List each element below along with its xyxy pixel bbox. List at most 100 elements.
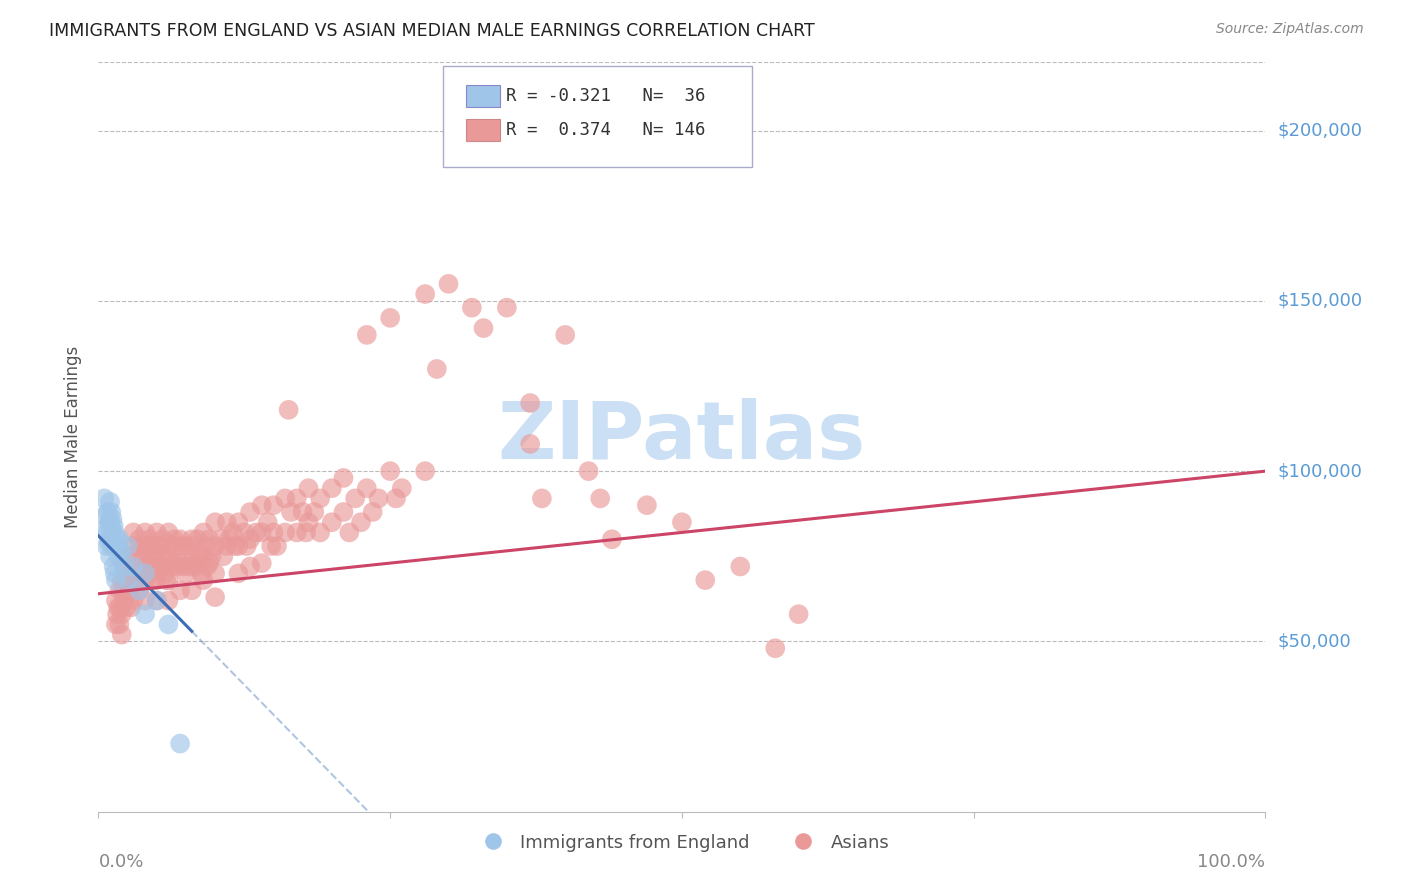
Point bbox=[148, 539, 170, 553]
Point bbox=[122, 566, 145, 581]
Point bbox=[309, 525, 332, 540]
Point bbox=[128, 583, 150, 598]
Point bbox=[461, 301, 484, 315]
Point bbox=[337, 525, 360, 540]
Point bbox=[152, 559, 174, 574]
Point bbox=[128, 583, 150, 598]
Point bbox=[321, 481, 343, 495]
Point bbox=[195, 559, 218, 574]
Point bbox=[108, 533, 131, 547]
Point bbox=[367, 491, 389, 506]
Point bbox=[105, 607, 128, 622]
Point bbox=[228, 515, 250, 529]
Point bbox=[134, 607, 156, 622]
Point bbox=[228, 566, 250, 581]
Text: R = -0.321   N=  36: R = -0.321 N= 36 bbox=[506, 87, 706, 105]
Point bbox=[730, 559, 752, 574]
Point bbox=[128, 559, 150, 574]
Point bbox=[117, 573, 139, 587]
Text: $100,000: $100,000 bbox=[1277, 462, 1362, 480]
Point bbox=[97, 505, 120, 519]
Point bbox=[112, 593, 135, 607]
Point bbox=[201, 549, 224, 564]
Point bbox=[235, 539, 257, 553]
Point bbox=[413, 287, 436, 301]
Point bbox=[177, 549, 200, 564]
FancyBboxPatch shape bbox=[443, 66, 752, 168]
Point bbox=[304, 505, 326, 519]
Point bbox=[193, 525, 215, 540]
Point bbox=[146, 525, 169, 540]
Point bbox=[104, 573, 127, 587]
Point bbox=[139, 566, 162, 581]
Point bbox=[274, 491, 297, 506]
Point bbox=[134, 573, 156, 587]
Point bbox=[636, 498, 658, 512]
Point bbox=[385, 491, 408, 506]
Point bbox=[380, 310, 402, 325]
Point bbox=[159, 539, 181, 553]
Point bbox=[103, 559, 125, 574]
Point bbox=[239, 533, 262, 547]
Point bbox=[260, 539, 283, 553]
Point bbox=[104, 566, 127, 581]
Point bbox=[250, 525, 273, 540]
Point bbox=[136, 539, 159, 553]
FancyBboxPatch shape bbox=[465, 86, 501, 107]
Point bbox=[139, 533, 162, 547]
Point bbox=[180, 556, 202, 570]
Point bbox=[530, 491, 553, 506]
Point bbox=[157, 593, 180, 607]
Point bbox=[245, 525, 267, 540]
Legend: Immigrants from England, Asians: Immigrants from England, Asians bbox=[467, 827, 897, 859]
Point bbox=[204, 590, 226, 604]
Point bbox=[132, 549, 155, 564]
Point bbox=[105, 539, 128, 553]
Point bbox=[98, 515, 121, 529]
Point bbox=[671, 515, 693, 529]
Point bbox=[108, 617, 131, 632]
Point bbox=[309, 491, 332, 506]
Point bbox=[519, 437, 541, 451]
Point bbox=[104, 533, 127, 547]
Point bbox=[193, 549, 215, 564]
Point bbox=[149, 559, 172, 574]
Point bbox=[198, 556, 221, 570]
Point bbox=[157, 525, 180, 540]
Text: ZIPatlas: ZIPatlas bbox=[498, 398, 866, 476]
Point bbox=[198, 533, 221, 547]
Point bbox=[332, 505, 354, 519]
Text: $150,000: $150,000 bbox=[1277, 292, 1362, 310]
Point bbox=[125, 549, 148, 564]
Point bbox=[212, 549, 235, 564]
Point bbox=[344, 491, 367, 506]
Point bbox=[239, 505, 262, 519]
Point bbox=[141, 549, 163, 564]
Point bbox=[350, 515, 373, 529]
Point bbox=[93, 491, 115, 506]
Point bbox=[174, 539, 197, 553]
Point bbox=[129, 539, 152, 553]
Point bbox=[193, 573, 215, 587]
Point bbox=[139, 539, 162, 553]
Point bbox=[209, 533, 232, 547]
Point bbox=[112, 559, 135, 574]
Point bbox=[163, 556, 186, 570]
Point bbox=[118, 583, 141, 598]
Point bbox=[188, 549, 211, 564]
Point bbox=[172, 539, 194, 553]
Point bbox=[104, 593, 127, 607]
Text: 100.0%: 100.0% bbox=[1198, 853, 1265, 871]
Point bbox=[332, 471, 354, 485]
Y-axis label: Median Male Earnings: Median Male Earnings bbox=[65, 346, 83, 528]
Point bbox=[111, 607, 134, 622]
Point bbox=[117, 539, 139, 553]
Point bbox=[146, 593, 169, 607]
Point bbox=[187, 556, 209, 570]
Point bbox=[285, 491, 308, 506]
Point bbox=[131, 566, 153, 581]
Point bbox=[274, 525, 297, 540]
Point bbox=[104, 525, 127, 540]
Point bbox=[361, 505, 384, 519]
Point bbox=[218, 533, 240, 547]
